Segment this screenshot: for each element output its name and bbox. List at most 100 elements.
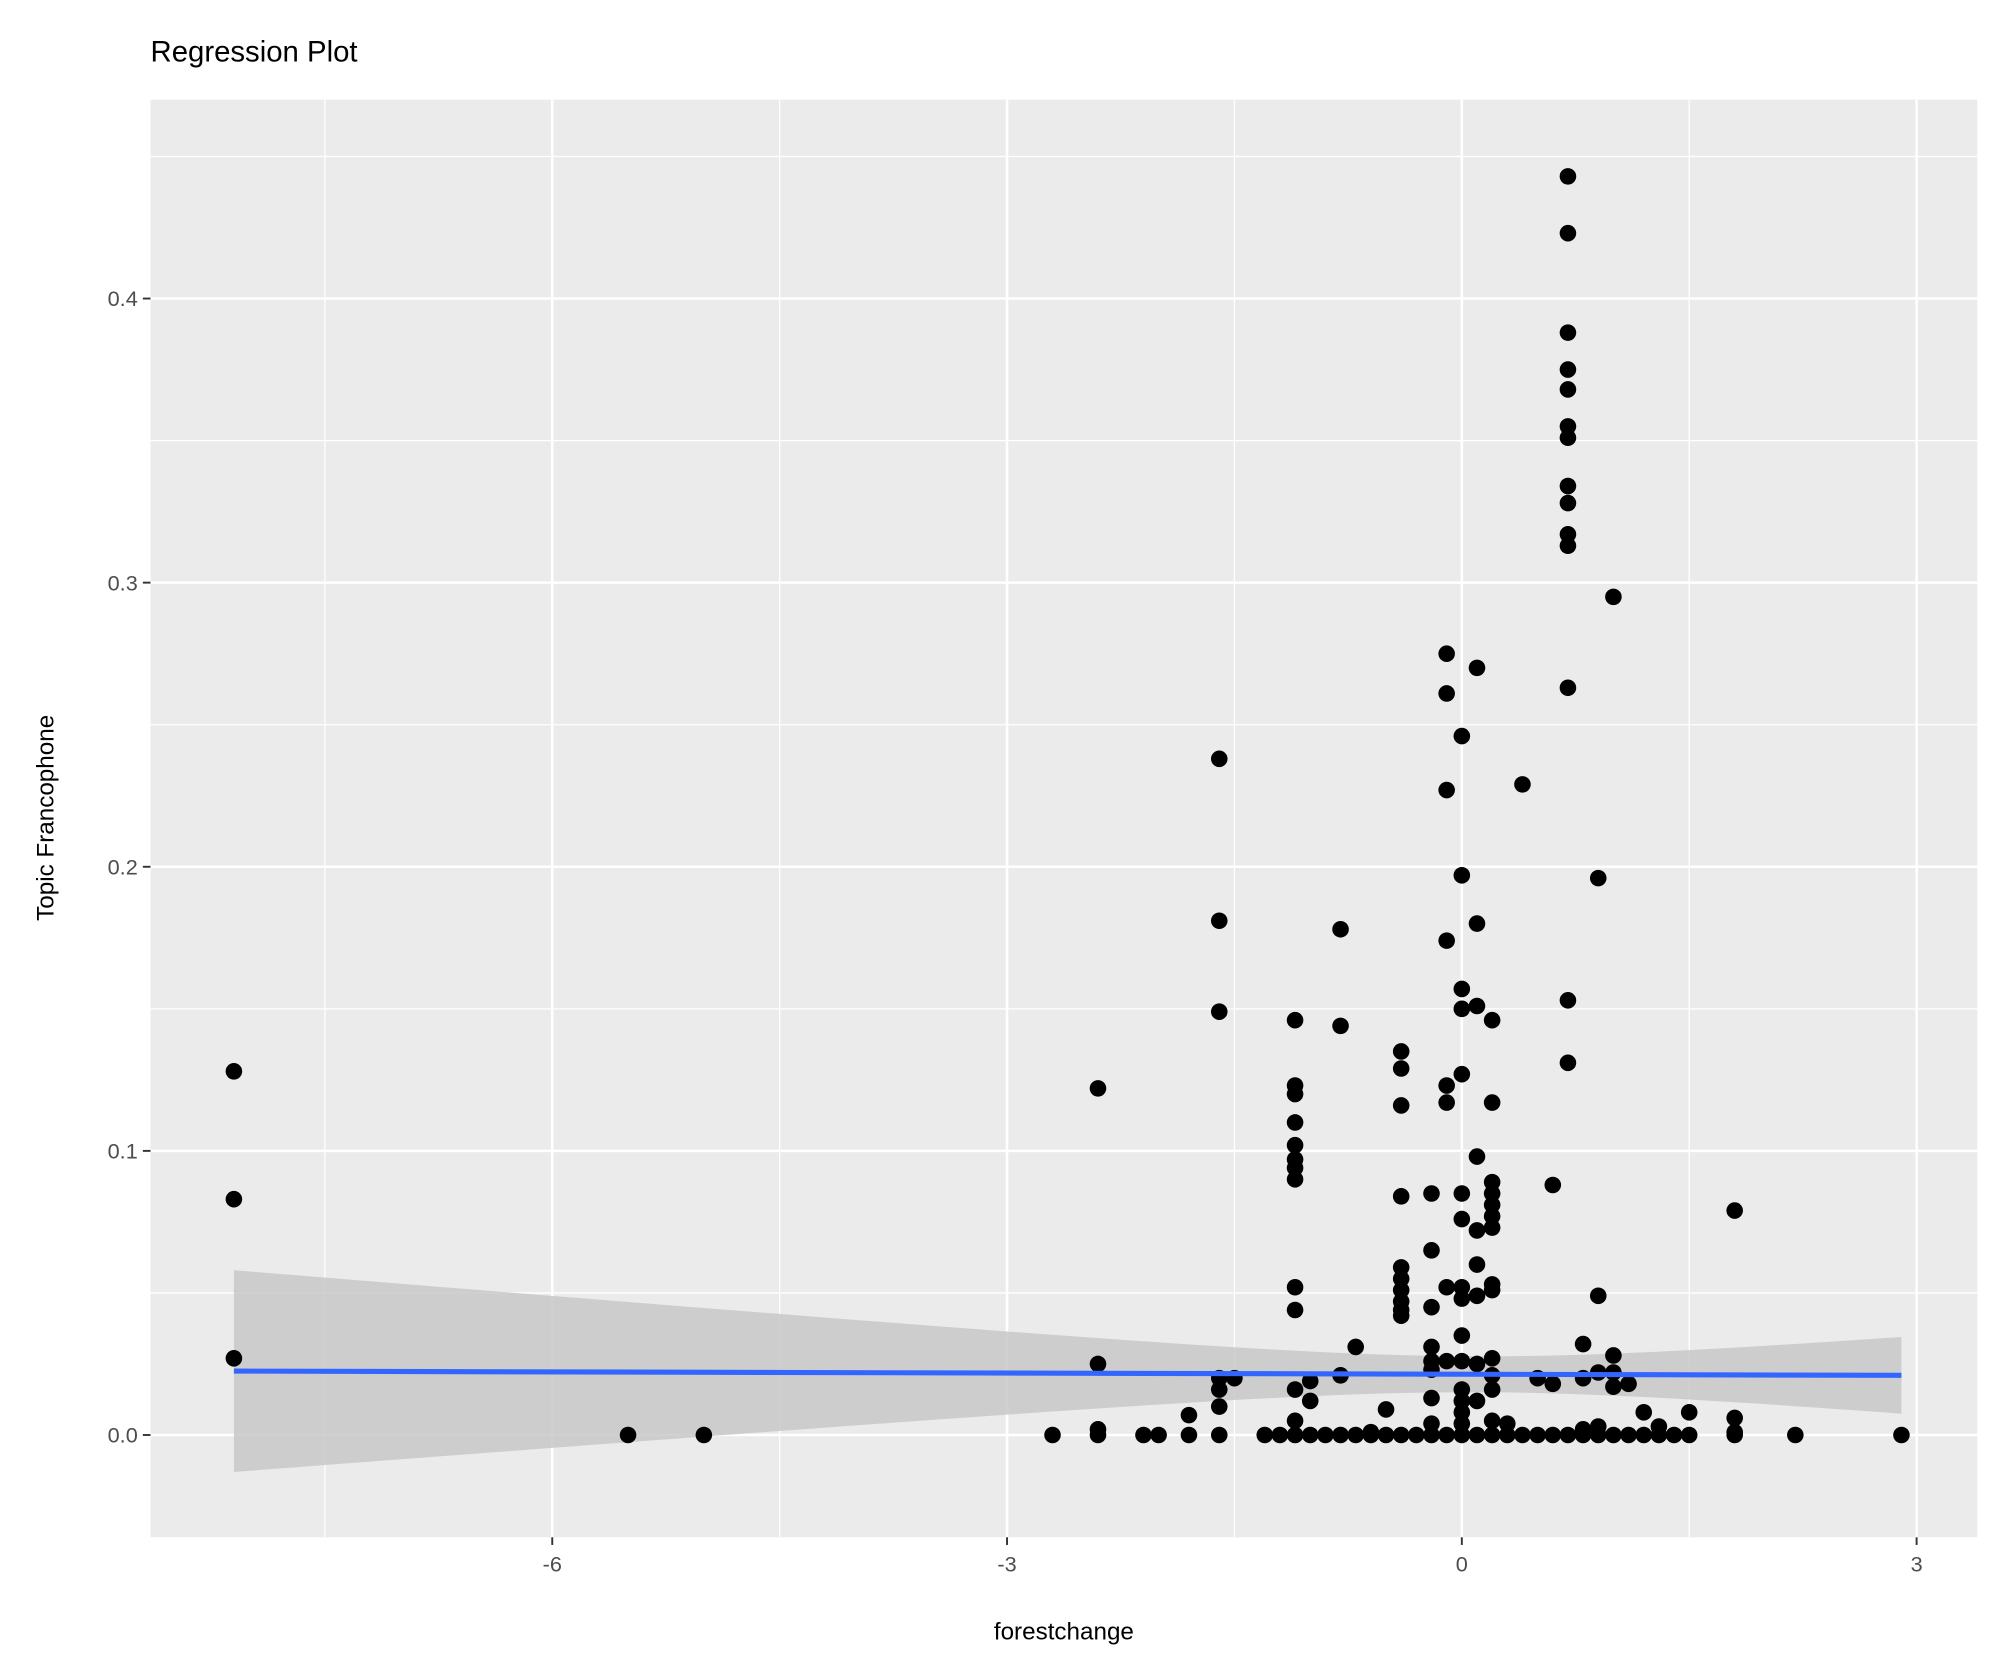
data-point [1726, 1409, 1743, 1427]
regression-line [233, 1368, 1902, 1378]
data-point [1438, 932, 1455, 949]
data-point [1135, 1426, 1152, 1444]
data-point [1286, 1426, 1304, 1444]
data-point [1286, 1171, 1304, 1188]
data-point [1559, 1054, 1577, 1072]
data-point [1089, 1080, 1107, 1097]
data-point [1589, 869, 1607, 887]
data-point [1483, 1381, 1501, 1398]
data-point [1301, 1372, 1319, 1390]
data-point [1210, 750, 1228, 768]
data-point [1301, 1426, 1319, 1444]
data-point [1559, 381, 1577, 398]
data-point [1680, 1403, 1698, 1421]
data-point [1468, 1256, 1486, 1273]
data-point [1392, 1097, 1410, 1114]
data-point [1574, 1335, 1592, 1353]
data-point [1423, 1389, 1440, 1407]
data-point [225, 1350, 243, 1367]
data-point [1468, 1392, 1486, 1410]
x-tick-label: -3 [997, 1552, 1016, 1577]
data-point [1392, 1043, 1410, 1060]
data-point [619, 1426, 637, 1444]
data-point [1392, 1270, 1410, 1288]
data-point [1438, 1426, 1455, 1444]
data-point [1286, 1159, 1304, 1177]
data-point [1680, 1426, 1698, 1444]
data-point [1286, 1136, 1304, 1154]
data-point [1559, 418, 1577, 435]
data-point [1483, 1281, 1501, 1299]
data-point [1332, 1426, 1349, 1444]
data-point [1605, 1426, 1622, 1444]
y-tick-label: 0.3 [108, 570, 138, 595]
data-point [1453, 1210, 1471, 1228]
data-point [1559, 361, 1577, 378]
data-point [1438, 781, 1455, 799]
data-point [1286, 1381, 1304, 1398]
data-point [1408, 1426, 1425, 1444]
data-point [1635, 1426, 1653, 1444]
data-point [225, 1190, 243, 1208]
data-point [1483, 1207, 1501, 1225]
data-point [1210, 1381, 1228, 1398]
y-tick-label: 0.2 [108, 854, 138, 879]
data-point [1286, 1301, 1304, 1319]
data-point [1438, 1278, 1455, 1296]
y-tick-label: 0.4 [108, 286, 138, 311]
data-point [1210, 1398, 1228, 1415]
data-point [1620, 1426, 1637, 1444]
data-point [1468, 1426, 1486, 1444]
data-point [1286, 1114, 1304, 1131]
data-point [1559, 1426, 1577, 1444]
data-point [1514, 1426, 1531, 1444]
data-point [1483, 1350, 1501, 1367]
data-point [1453, 1352, 1471, 1370]
data-point [1483, 1219, 1501, 1236]
data-point [1438, 1352, 1455, 1370]
data-point [1589, 1426, 1607, 1444]
x-axis-title: forestchange [994, 1618, 1134, 1645]
data-point [1453, 1185, 1471, 1202]
data-point [1423, 1185, 1440, 1202]
y-tick-label: 0.0 [108, 1423, 138, 1448]
data-point [1650, 1426, 1668, 1444]
data-point [1453, 1392, 1471, 1410]
data-point [1453, 1381, 1471, 1398]
data-point [1392, 1281, 1410, 1299]
data-point [1423, 1426, 1440, 1444]
data-point [1453, 1426, 1471, 1444]
data-point [1286, 1412, 1304, 1430]
data-point [1317, 1426, 1334, 1444]
data-point [1438, 1094, 1455, 1111]
data-point [1605, 588, 1622, 606]
y-tick-label: 0.1 [108, 1139, 138, 1164]
data-point [1453, 1403, 1471, 1421]
data-point [1468, 1222, 1486, 1239]
data-point [1483, 1196, 1501, 1214]
data-point [1362, 1426, 1380, 1444]
data-points [225, 168, 1910, 1444]
data-point [1423, 1298, 1440, 1316]
data-point [1392, 1188, 1410, 1205]
data-point [1559, 992, 1577, 1009]
data-point [1483, 1094, 1501, 1111]
data-point [1468, 1355, 1486, 1373]
data-point [1392, 1060, 1410, 1077]
data-point [1256, 1426, 1274, 1444]
data-point [1726, 1202, 1743, 1219]
data-point [1438, 645, 1455, 662]
data-point [695, 1426, 713, 1444]
data-point [1559, 168, 1577, 185]
data-point [1286, 1011, 1304, 1029]
data-point [1453, 1278, 1471, 1296]
chart-title: Regression Plot [151, 35, 358, 68]
data-point [1044, 1426, 1061, 1444]
data-point [1483, 1412, 1501, 1430]
data-point [1468, 1148, 1486, 1165]
data-point [1423, 1338, 1440, 1356]
data-point [1332, 920, 1349, 938]
data-point [1529, 1426, 1546, 1444]
data-point [1559, 477, 1577, 495]
